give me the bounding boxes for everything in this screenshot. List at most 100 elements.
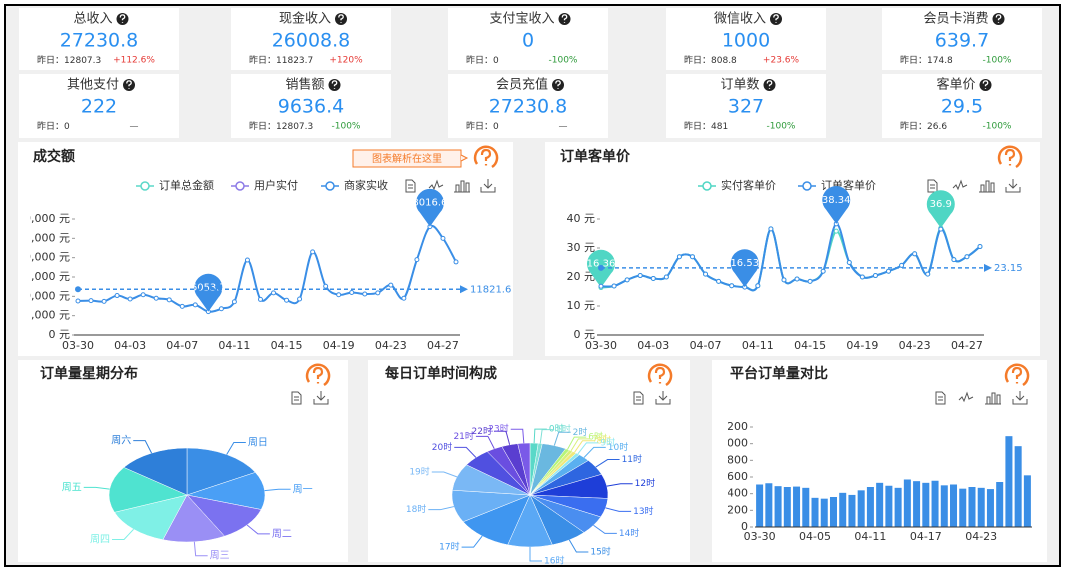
data-point xyxy=(297,296,303,302)
toolbar-bar[interactable] xyxy=(979,180,995,193)
analysis-button[interactable]: 图表解析在这里 xyxy=(352,149,469,168)
x-tick-label: 03-30 xyxy=(62,339,94,352)
y-tick-label: 800 xyxy=(727,453,748,466)
card-prev: 昨日：481 xyxy=(684,120,728,132)
toolbar-doc[interactable] xyxy=(291,391,302,405)
average-arrow xyxy=(984,263,992,272)
toolbar-doc[interactable] xyxy=(935,391,946,405)
bar xyxy=(1014,446,1022,527)
slice-label: 周日 xyxy=(248,436,268,448)
slice-label: 10时 xyxy=(608,441,628,453)
help-button[interactable] xyxy=(1004,363,1030,387)
card-value: 222 xyxy=(81,96,117,118)
data-point xyxy=(440,235,446,241)
data-point xyxy=(964,254,970,260)
y-tick-label: 0 xyxy=(741,520,748,533)
label-line xyxy=(428,506,455,511)
data-point xyxy=(218,306,224,312)
label-line xyxy=(595,459,620,468)
label-line xyxy=(570,438,591,452)
slice-label: 17时 xyxy=(439,541,459,553)
data-point xyxy=(101,298,107,304)
prev-label: 昨日： xyxy=(900,54,927,66)
pin-label: 16.36 xyxy=(587,259,616,270)
toolbar-dl[interactable] xyxy=(1005,179,1021,193)
data-point xyxy=(781,277,787,283)
stat-card: 现金收入 26008.8 昨日：11823.7 +120% xyxy=(231,8,391,70)
card-title: 销售额 xyxy=(285,77,324,93)
pie-slice xyxy=(108,467,188,513)
toolbar-bar[interactable] xyxy=(985,392,1001,405)
help-ring xyxy=(1004,363,1030,387)
help-glyph xyxy=(773,14,779,23)
slice-label: 14时 xyxy=(619,527,639,539)
x-tick-label: 04-17 xyxy=(910,530,942,543)
card-prev: 昨日：12807.3 xyxy=(37,54,101,66)
card-prev: 昨日：26.6 xyxy=(900,120,947,132)
icon-shape xyxy=(428,179,444,191)
data-point xyxy=(820,268,826,274)
x-tick-label: 03-30 xyxy=(585,339,617,352)
help-button[interactable] xyxy=(305,363,331,387)
data-point xyxy=(88,298,94,304)
data-point xyxy=(257,296,263,302)
slice-label: 周五 xyxy=(62,481,82,493)
data-point xyxy=(244,257,250,263)
bar xyxy=(968,487,976,527)
slice-label: 8时 xyxy=(596,434,611,446)
card-prev: 昨日：11823.7 xyxy=(249,54,313,66)
data-point xyxy=(284,297,290,303)
card-value: 26008.8 xyxy=(272,30,351,52)
toolbar-line[interactable] xyxy=(428,179,444,191)
stat-card: 微信收入 1000 昨日：808.8 +23.6% xyxy=(666,8,826,70)
toolbar-doc[interactable] xyxy=(633,391,644,405)
data-point xyxy=(271,290,277,296)
icon-shape xyxy=(633,391,644,405)
data-point xyxy=(755,283,761,289)
toolbar-dl[interactable] xyxy=(655,391,671,405)
card-value: 9636.4 xyxy=(278,96,344,118)
help-button[interactable] xyxy=(997,145,1023,169)
toolbar-dl[interactable] xyxy=(313,391,329,405)
toolbar-doc[interactable] xyxy=(927,179,938,193)
help-glyph xyxy=(654,366,666,384)
toolbar-dl[interactable] xyxy=(1012,391,1028,405)
toolbar-dl[interactable] xyxy=(480,179,496,193)
card-prev: 昨日：174.8 xyxy=(900,54,953,66)
label-line xyxy=(583,446,606,458)
toolbar-doc[interactable] xyxy=(405,179,416,193)
toolbar-line[interactable] xyxy=(952,179,968,191)
help-glyph xyxy=(1004,148,1016,166)
toolbar-line[interactable] xyxy=(958,391,974,403)
data-point xyxy=(127,296,133,302)
y-tick-label: 600 xyxy=(727,470,748,483)
slice-label: 20时 xyxy=(432,441,452,453)
data-point xyxy=(388,282,394,288)
x-tick-label: 03-30 xyxy=(744,530,776,543)
slice-label: 21时 xyxy=(453,430,473,442)
data-point xyxy=(899,262,905,268)
label-line xyxy=(431,471,458,478)
card-change: -100% xyxy=(332,122,361,132)
pin-label: 36.9 xyxy=(930,199,952,210)
label-line xyxy=(568,539,589,553)
data-point xyxy=(872,273,878,279)
help-button[interactable] xyxy=(473,145,499,169)
card-value: 29.5 xyxy=(941,96,983,118)
button-pointer xyxy=(460,154,469,162)
help-glyph xyxy=(126,80,132,89)
label-line xyxy=(264,488,291,492)
icon-shape xyxy=(480,179,496,193)
y-tick-label: 10,000 元 xyxy=(17,289,70,302)
slice-label: 6时 xyxy=(588,431,603,443)
card-bg xyxy=(666,8,826,70)
prev-label: 昨日： xyxy=(37,54,64,66)
data-point xyxy=(323,283,329,289)
y-tick-label: 400 xyxy=(727,487,748,500)
toolbar-bar[interactable] xyxy=(454,180,470,193)
x-tick-label: 04-27 xyxy=(951,339,983,352)
data-point xyxy=(153,295,159,301)
help-button[interactable] xyxy=(647,363,673,387)
